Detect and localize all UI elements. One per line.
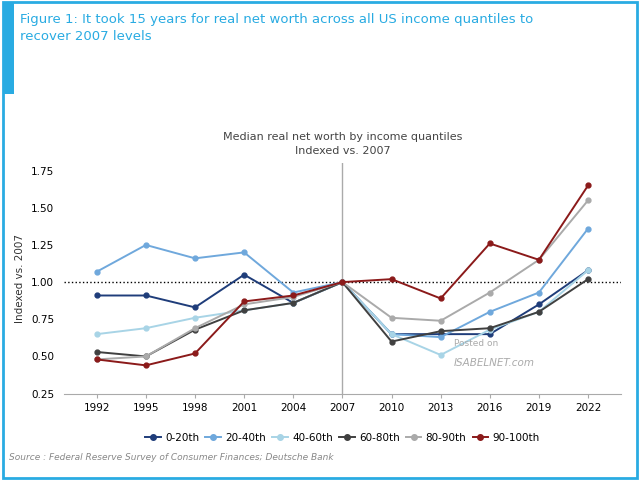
Bar bbox=[3, 2, 14, 94]
Text: Median real net worth by income quantiles: Median real net worth by income quantile… bbox=[223, 132, 462, 142]
Text: Source : Federal Reserve Survey of Consumer Finances; Deutsche Bank: Source : Federal Reserve Survey of Consu… bbox=[9, 453, 333, 462]
Legend: 0-20th, 20-40th, 40-60th, 60-80th, 80-90th, 90-100th: 0-20th, 20-40th, 40-60th, 60-80th, 80-90… bbox=[141, 429, 544, 447]
Text: ISABELNET.com: ISABELNET.com bbox=[454, 358, 535, 368]
Y-axis label: Indexed vs. 2007: Indexed vs. 2007 bbox=[15, 234, 26, 323]
Text: Posted on: Posted on bbox=[454, 338, 498, 348]
Text: Figure 1: It took 15 years for real net worth across all US income quantiles to
: Figure 1: It took 15 years for real net … bbox=[20, 13, 534, 43]
Text: Indexed vs. 2007: Indexed vs. 2007 bbox=[294, 146, 390, 156]
